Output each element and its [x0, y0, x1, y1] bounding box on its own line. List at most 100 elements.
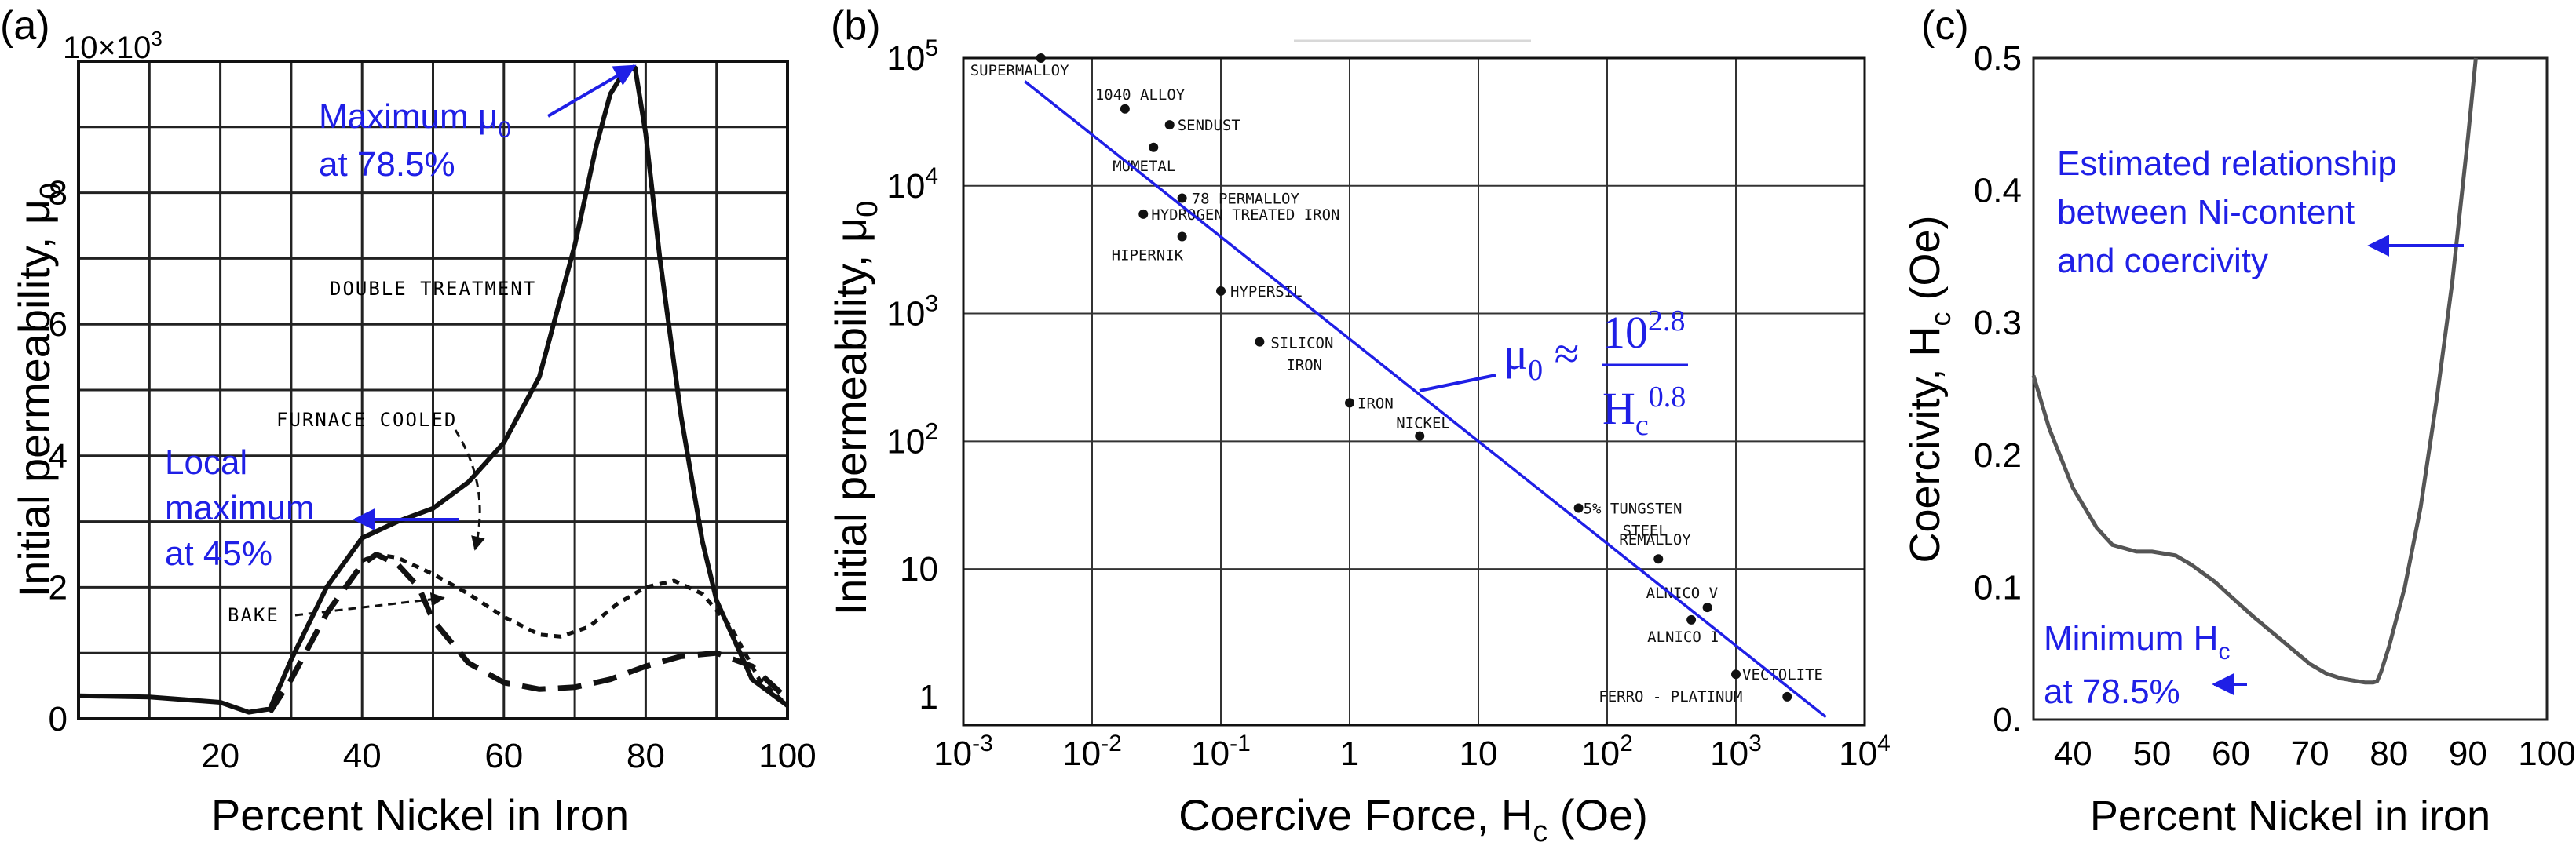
annotation-max-line1: Maximum μ0 [319, 97, 511, 143]
panel-c-ylabel: Coercivity, Hc (Oe) [1902, 215, 1957, 563]
panel-a-xlabel: Percent Nickel in Iron [211, 790, 629, 840]
point-label: SUPERMALLOY [970, 62, 1069, 79]
x-tick-label: 10-1 [1191, 731, 1251, 773]
y-tick-label: 0.1 [1974, 568, 2022, 607]
panel-b-yticks: 1 10 102 103 104 105 [886, 35, 938, 716]
coercivity-curve [2031, 57, 2478, 685]
formula-numerator: 102.8 [1602, 304, 1686, 358]
x-tick-label: 20 [201, 737, 239, 775]
furnace-cooled-pointer [454, 429, 485, 551]
data-point [1216, 286, 1226, 296]
series-line-dotted [361, 552, 789, 708]
data-point [1164, 120, 1175, 130]
panel-a-frame [77, 60, 789, 720]
panel-c-frame [2032, 56, 2549, 721]
data-point [1138, 209, 1149, 219]
x-tick-label: 100 [758, 737, 816, 775]
panel-c-series [2031, 57, 2478, 685]
y-tick-label: 0.4 [1974, 172, 2022, 210]
y-tick-label: 103 [886, 291, 938, 334]
annotation-min-line1: Minimum Hc [2044, 619, 2230, 665]
bake-pointer [294, 592, 445, 617]
data-point [1177, 193, 1187, 203]
y-tick-label: 0. [1993, 701, 2022, 739]
data-point [1345, 398, 1354, 408]
point-label: HYDROGEN TREATED IRON [1151, 206, 1339, 224]
x-tick-label: 100 [2518, 734, 2575, 773]
panel-a-ylabel: Initial permeability, μ0 [9, 183, 68, 598]
data-point [1573, 503, 1584, 513]
formula-pointer [1419, 374, 1496, 392]
y-tick-label: 0 [49, 700, 68, 738]
x-tick-label: 80 [2370, 734, 2408, 773]
x-tick-label: 60 [2212, 734, 2250, 773]
x-tick-label: 104 [1839, 731, 1891, 773]
point-label: ALNICO I [1647, 629, 1719, 646]
label-double-treatment: DOUBLE TREATMENT [330, 278, 536, 300]
label-furnace-cooled: FURNACE COOLED [276, 409, 457, 431]
annotation-est-line2: between Ni-content [2057, 193, 2355, 231]
data-point [1255, 337, 1265, 347]
data-point [1149, 142, 1159, 152]
y-tick-label: 4 [49, 437, 68, 476]
y-tick-label: 0.3 [1974, 304, 2022, 342]
point-label: STEEL [1623, 522, 1668, 539]
x-tick-label: 70 [2291, 734, 2329, 773]
y-tick-label: 6 [49, 305, 68, 344]
panel-c: (c) 40 50 60 70 80 90 100 0. 0.1 0.2 0.3 0.4 0.5 Co… [1902, 3, 2576, 840]
panel-b-xticks: 10-3 10-2 10-1 1 10 102 103 104 [934, 731, 1891, 773]
annotation-max-line2: at 78.5% [319, 145, 455, 184]
x-tick-label: 10-3 [934, 731, 993, 773]
panel-a-series [78, 65, 790, 715]
data-point [1120, 104, 1130, 114]
point-label: REMALLOY [1619, 531, 1691, 549]
annotation-local-line3: at 45% [165, 534, 272, 573]
data-point [1731, 669, 1741, 680]
annotation-local-line1: Local [165, 443, 247, 482]
panel-c-xlabel: Percent Nickel in iron [2090, 793, 2490, 840]
y-tick-label: 10 [900, 550, 938, 589]
point-label: IRON [1357, 395, 1394, 412]
annotation-local-line2: maximum [165, 489, 315, 527]
panel-c-yticks: 0. 0.1 0.2 0.3 0.4 0.5 [1974, 39, 2022, 739]
panel-a: (a) 20 40 60 80 100 0 2 4 6 8 10×103 Initial per… [0, 3, 817, 840]
annotation-est-line1: Estimated relationship [2057, 144, 2397, 183]
point-label: 5% TUNGSTEN [1584, 500, 1683, 517]
x-tick-label: 102 [1581, 731, 1633, 773]
panel-a-yticks: 0 2 4 6 8 [49, 174, 68, 738]
data-point [1702, 603, 1712, 613]
point-label: 78 PERMALLOY [1192, 191, 1300, 208]
data-point [1177, 231, 1187, 242]
series-line-dashed [267, 552, 790, 714]
panel-c-xticks: 40 50 60 70 80 90 100 [2054, 734, 2576, 773]
point-label: VECTOLITE [1742, 666, 1823, 683]
x-tick-label: 10 [1460, 734, 1498, 773]
x-tick-label: 90 [2449, 734, 2487, 773]
panel-b-letter: (b) [831, 3, 881, 49]
panel-b-fit [1024, 80, 1827, 719]
data-point [1415, 431, 1425, 441]
data-point [1653, 554, 1664, 564]
fit-line [1024, 80, 1827, 719]
x-tick-label: 10-2 [1062, 731, 1122, 773]
annotation-min-line2: at 78.5% [2044, 673, 2180, 711]
panel-c-letter: (c) [1921, 3, 1969, 49]
point-label: NICKEL [1396, 415, 1450, 432]
panel-a-ytop-label: 10×103 [63, 27, 163, 65]
panel-b-xlabel: Coercive Force, Hc (Oe) [1178, 790, 1648, 842]
point-label: 1040 ALLOY [1095, 86, 1186, 104]
panel-b-frame [962, 56, 1866, 727]
panel-a-letter: (a) [0, 3, 50, 49]
point-label: HIPERNIK [1112, 247, 1184, 264]
point-label: SENDUST [1178, 117, 1240, 134]
annotation-est-line3: and coercivity [2057, 242, 2268, 280]
x-tick-label: 40 [343, 737, 382, 775]
y-tick-label: 0.2 [1974, 436, 2022, 475]
formula-lhs: μ0 ≈ [1504, 328, 1579, 387]
y-tick-label: 8 [49, 174, 68, 213]
panel-a-xticks: 20 40 60 80 100 [201, 737, 817, 775]
max-arrow [546, 64, 637, 118]
y-tick-label: 105 [886, 35, 938, 78]
